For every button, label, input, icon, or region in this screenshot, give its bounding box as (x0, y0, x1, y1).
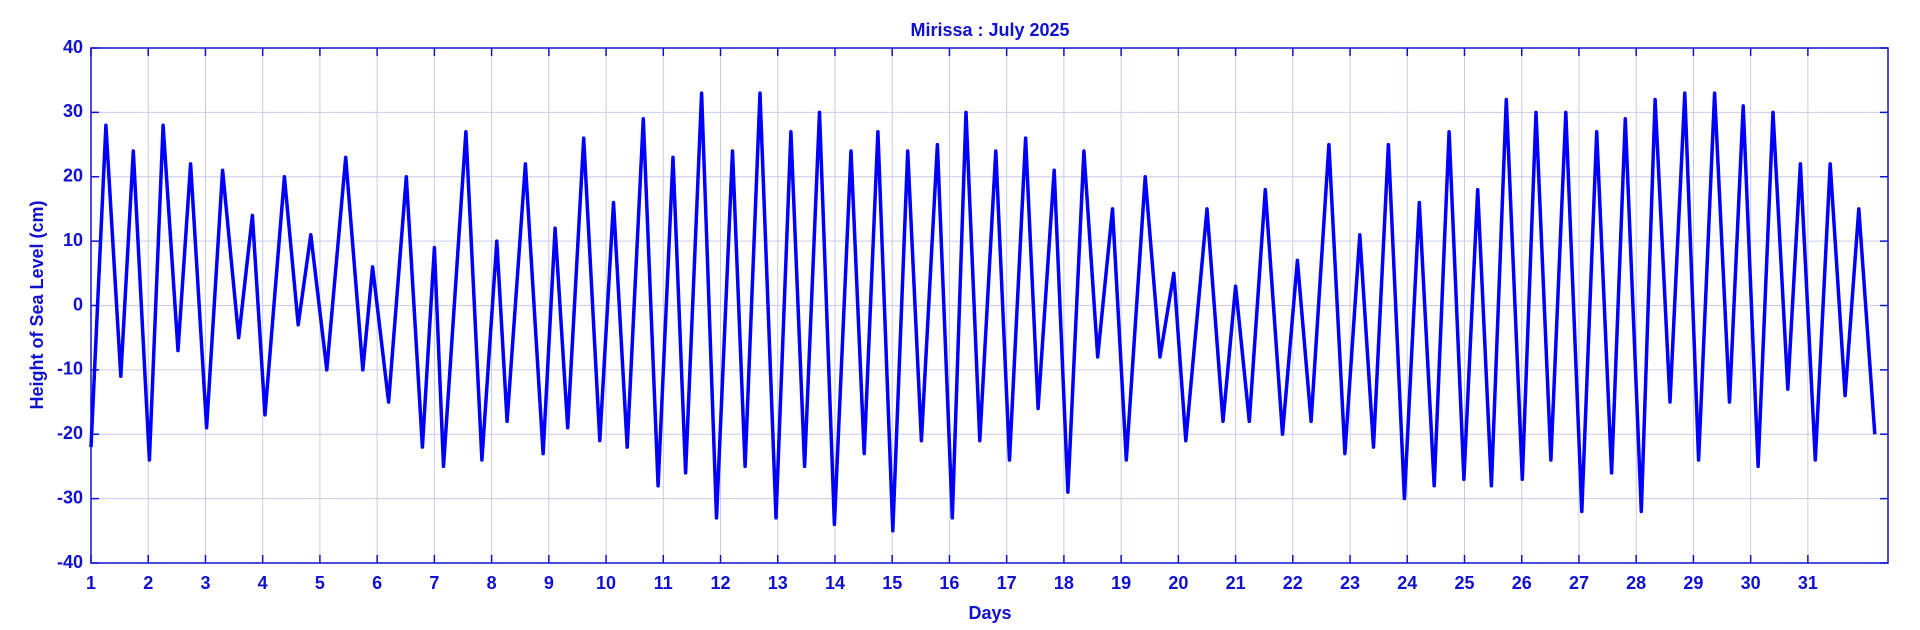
y-axis-label: Height of Sea Level (cm) (27, 200, 47, 409)
x-tick-label: 29 (1683, 573, 1703, 593)
y-tick-label: 20 (63, 166, 83, 186)
x-tick-label: 26 (1512, 573, 1532, 593)
y-tick-label: -20 (57, 423, 83, 443)
x-axis-label: Days (968, 603, 1011, 623)
y-tick-label: -10 (57, 359, 83, 379)
y-tick-label: 30 (63, 101, 83, 121)
x-tick-label: 23 (1340, 573, 1360, 593)
x-tick-label: 24 (1397, 573, 1417, 593)
x-tick-label: 18 (1054, 573, 1074, 593)
x-tick-label: 28 (1626, 573, 1646, 593)
x-tick-label: 6 (372, 573, 382, 593)
x-tick-label: 13 (768, 573, 788, 593)
y-tick-label: 10 (63, 230, 83, 250)
x-tick-label: 7 (429, 573, 439, 593)
x-tick-label: 15 (882, 573, 902, 593)
x-tick-label: 1 (86, 573, 96, 593)
x-tick-label: 25 (1454, 573, 1474, 593)
x-tick-label: 21 (1226, 573, 1246, 593)
x-tick-label: 14 (825, 573, 845, 593)
x-tick-label: 30 (1741, 573, 1761, 593)
x-tick-label: 31 (1798, 573, 1818, 593)
x-tick-label: 9 (544, 573, 554, 593)
sea-level-line (89, 91, 1877, 533)
x-tick-label: 17 (997, 573, 1017, 593)
plot-frame (90, 47, 1889, 564)
x-tick-label: 8 (487, 573, 497, 593)
x-tick-label: 16 (939, 573, 959, 593)
y-tick-label: -30 (57, 487, 83, 507)
x-tick-label: 27 (1569, 573, 1589, 593)
x-tick-label: 10 (596, 573, 616, 593)
x-tick-label: 3 (200, 573, 210, 593)
y-tick-label: 40 (63, 37, 83, 57)
y-tick-label: 0 (73, 294, 83, 314)
x-tick-label: 2 (143, 573, 153, 593)
x-tick-label: 19 (1111, 573, 1131, 593)
chart-title: Mirissa : July 2025 (910, 20, 1069, 40)
x-tick-label: 4 (258, 573, 268, 593)
x-tick-label: 20 (1168, 573, 1188, 593)
x-tick-label: 5 (315, 573, 325, 593)
x-tick-label: 11 (654, 573, 673, 593)
x-tick-label: 22 (1283, 573, 1303, 593)
y-tick-label: -40 (57, 552, 83, 572)
x-tick-label: 12 (711, 573, 731, 593)
